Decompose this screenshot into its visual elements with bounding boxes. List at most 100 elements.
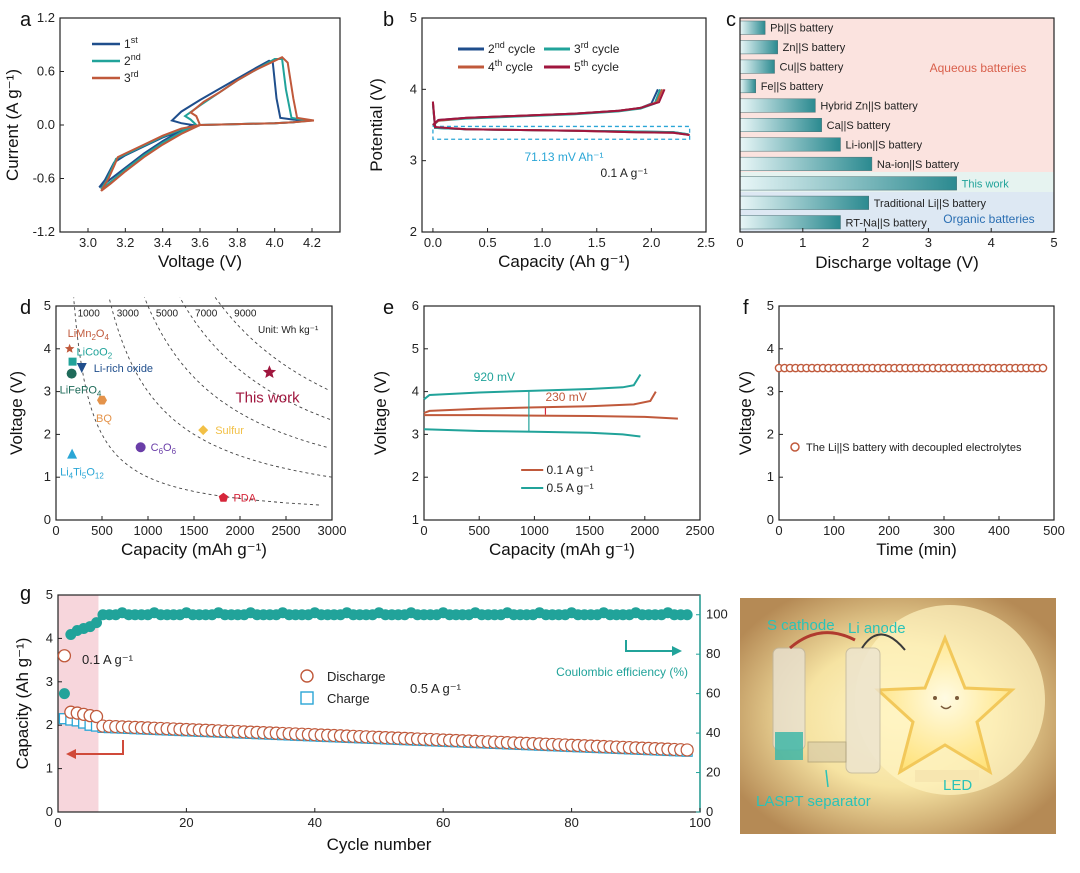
voltage-bar <box>739 98 816 113</box>
y-tick-label: 0 <box>767 512 774 527</box>
panel-b-charge-discharge-chart: 0.0 0.5 1.0 1.5 2.0 2.5 2 3 4 5 Capacity (Ah g⁻¹) P… <box>367 10 715 271</box>
legend-label: 5th cycle <box>574 58 619 74</box>
voltage-bar <box>739 40 778 55</box>
panel-f-voltage-time-chart: 0 100 200 300 400 500 0 1 2 3 4 5 Time (min) Voltage … <box>736 298 1065 559</box>
bar-label: Pb||S battery <box>770 23 834 35</box>
y-tick-label: 4 <box>46 630 53 645</box>
x-tick-label: 2000 <box>630 523 659 538</box>
voltage-bar <box>739 79 756 94</box>
x-tick-label: 1.0 <box>533 235 551 250</box>
rate-low-label: 0.1 A g⁻¹ <box>82 652 134 667</box>
y-tick-label: 4 <box>410 81 417 96</box>
panel-label-a: a <box>20 9 32 31</box>
discharge-point <box>89 709 104 724</box>
point-label-LiMn2O4: LiMn2O4 <box>68 328 110 342</box>
x-axis-label: Time (min) <box>876 540 957 559</box>
x-tick-label: 20 <box>179 815 193 830</box>
y-tick-label: 3 <box>46 674 53 689</box>
x-tick-label: 0 <box>52 523 59 538</box>
x-tick-label: 3.6 <box>191 235 209 250</box>
legend-label: 3rd <box>124 69 139 85</box>
legend-label: 4th cycle <box>488 58 533 74</box>
x-tick-label: 300 <box>933 523 955 538</box>
x-tick-label: 3000 <box>318 523 347 538</box>
charge-curve-0 <box>423 391 657 414</box>
x-tick-label: 0 <box>736 235 743 250</box>
voltage-bar <box>739 195 869 210</box>
x-tick-label: 1500 <box>575 523 604 538</box>
x-tick-label: 0 <box>420 523 427 538</box>
panel-a-cv-chart: 3.0 3.2 3.4 3.6 3.8 4.0 4.2 -1.2 -0.6 0.0 0.6 1.2 Vo… <box>3 10 341 271</box>
x-tick-label: 5 <box>1050 235 1057 250</box>
voltage-point <box>1038 363 1048 373</box>
bar-label: This work <box>962 178 1010 190</box>
x-axis-label: Voltage (V) <box>158 252 242 271</box>
cv-curve-3rd <box>100 55 315 192</box>
marker-Li-rich oxide <box>76 363 87 374</box>
x-tick-label: 0 <box>775 523 782 538</box>
y-tick-label: 5 <box>46 587 53 602</box>
charge-curve-3 <box>432 88 666 126</box>
legend-marker <box>300 691 314 705</box>
y-tick-label: 2 <box>767 426 774 441</box>
unit-label: Unit: Wh kg⁻¹ <box>258 325 319 336</box>
star-base <box>915 770 979 782</box>
y-tick-label: 5 <box>44 298 51 313</box>
y-tick-label: 5 <box>412 341 419 356</box>
marker-This work <box>262 365 277 378</box>
y-tick-label: 0.0 <box>37 117 55 132</box>
x-tick-label: 1000 <box>520 523 549 538</box>
y-axis-label: Capacity (Ah g⁻¹) <box>13 638 32 770</box>
bar-label: Fe||S battery <box>761 81 824 93</box>
bar-label: Hybrid Zn||S battery <box>820 101 918 113</box>
anode-tube <box>845 647 881 774</box>
y-tick-label: 3 <box>767 384 774 399</box>
y-axis-label: Voltage (V) <box>7 371 26 455</box>
legend-label: 0.1 A g⁻¹ <box>547 463 594 477</box>
marker-C6O6 <box>135 442 146 453</box>
rate-high-label: 0.5 A g⁻¹ <box>410 681 462 696</box>
y-axis-label: Potential (V) <box>367 78 386 172</box>
y-tick-label: 4 <box>412 384 419 399</box>
panel-h-device-photo: S cathode Li anode LASPT separator LED <box>740 598 1056 834</box>
voltage-bar <box>739 59 775 74</box>
legend-label: 1st <box>124 35 138 51</box>
x-tick-label: 60 <box>436 815 450 830</box>
y-tick-label: -0.6 <box>33 171 55 186</box>
marker-Li4Ti5O12 <box>67 448 78 459</box>
voltage-bar <box>739 137 841 152</box>
energy-label: 1000 <box>78 309 101 320</box>
panel-d-energy-density-chart: 0 500 1000 1500 2000 2500 3000 0 1 2 3 4 5 Capacity (… <box>7 297 346 559</box>
x-tick-label: 0.5 <box>478 235 496 250</box>
bar-label: Na-ion||S battery <box>877 159 960 171</box>
x-tick-label: 4.0 <box>266 235 284 250</box>
label-led: LED <box>943 777 972 794</box>
y2-tick-label: 100 <box>706 607 728 622</box>
discharge-point <box>57 649 72 663</box>
point-label-Li-rich oxide: Li-rich oxide <box>94 363 153 375</box>
x-axis-label: Capacity (mAh g⁻¹) <box>489 540 635 559</box>
x-axis-label: Discharge voltage (V) <box>815 253 978 272</box>
separator-pointer <box>825 769 829 788</box>
x-tick-label: 1 <box>799 235 806 250</box>
y-tick-label: 3 <box>412 426 419 441</box>
plot-frame <box>57 594 701 813</box>
energy-label: 3000 <box>117 309 140 320</box>
energy-density-curve <box>73 297 319 506</box>
discharge-curve-0 <box>424 414 678 420</box>
y-tick-label: 6 <box>412 298 419 313</box>
ce-arrow <box>625 640 678 652</box>
x-axis-label: Capacity (Ah g⁻¹) <box>498 252 630 271</box>
wire-red <box>789 631 856 650</box>
marker-PDA <box>218 492 229 502</box>
x-tick-label: 200 <box>878 523 900 538</box>
x-tick-label: 4.2 <box>303 235 321 250</box>
energy-label: 9000 <box>234 309 257 320</box>
x-tick-label: 3 <box>925 235 932 250</box>
x-tick-label: 4 <box>988 235 995 250</box>
x-tick-label: 500 <box>1043 523 1065 538</box>
point-label-LiCoO2: LiCoO2 <box>77 347 113 361</box>
slope-annotation: 71.13 mV Ah⁻¹ <box>524 150 603 164</box>
